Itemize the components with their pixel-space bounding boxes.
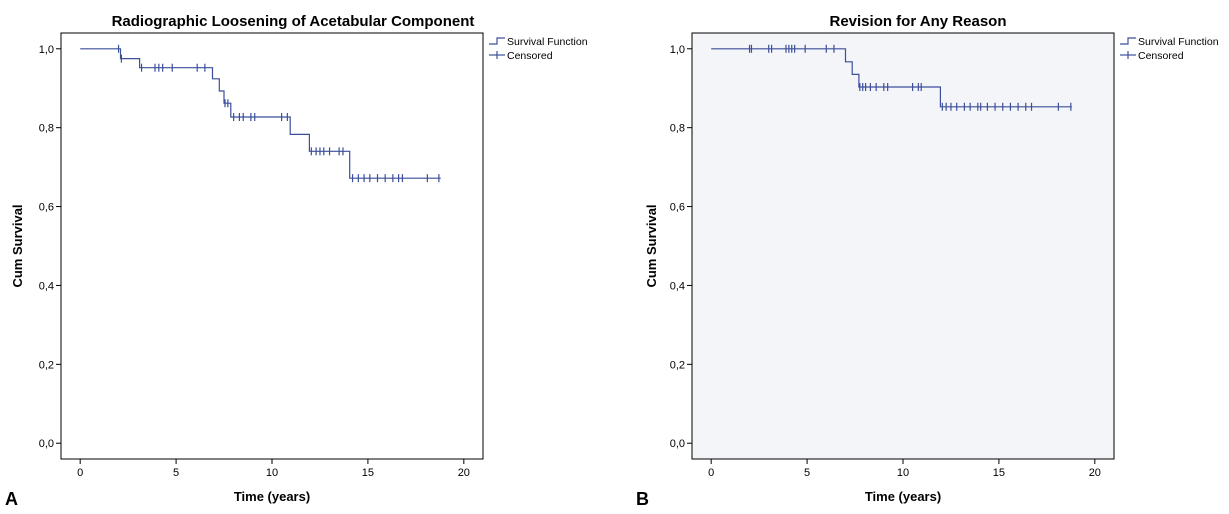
y-tick-label: 0,4: [670, 280, 685, 292]
y-tick-label: 0,4: [39, 280, 54, 292]
legend-censored-label: Censored: [1138, 50, 1184, 62]
legend-survival-swatch: [1120, 37, 1136, 45]
x-tick-label: 10: [897, 467, 909, 479]
y-axis-label: Cum Survival: [10, 204, 25, 287]
legend-survival-label: Survival Function: [1138, 36, 1219, 48]
x-tick-label: 0: [77, 467, 83, 479]
panel-label: B: [636, 489, 649, 509]
chart-title: Radiographic Loosening of Acetabular Com…: [112, 13, 475, 30]
chart-title: Revision for Any Reason: [830, 13, 1007, 30]
x-tick-label: 20: [1089, 467, 1101, 479]
survival-function-line: [80, 48, 441, 179]
y-tick-label: 0,0: [670, 438, 685, 450]
plot-area: [60, 32, 484, 460]
x-tick-label: 5: [804, 467, 810, 479]
legend: Survival Function Censored: [1120, 36, 1219, 62]
y-tick-label: 0,6: [39, 202, 54, 214]
y-tick-label: 0,2: [670, 359, 685, 371]
y-tick-label: 1,0: [670, 44, 685, 56]
y-tick-label: 0,8: [39, 123, 54, 135]
x-tick-label: 10: [266, 467, 278, 479]
y-axis-label: Cum Survival: [644, 204, 659, 287]
km-panel-a: Radiographic Loosening of Acetabular Com…: [5, 13, 588, 509]
plot-area: [691, 32, 1115, 460]
x-tick-label: 15: [362, 467, 374, 479]
y-tick-label: 0,0: [39, 438, 54, 450]
y-tick-label: 0,8: [670, 123, 685, 135]
y-tick-label: 1,0: [39, 44, 54, 56]
x-tick-label: 20: [458, 467, 470, 479]
survival-function-line: [711, 48, 1072, 108]
legend: Survival Function Censored: [489, 36, 588, 62]
x-tick-label: 15: [993, 467, 1005, 479]
legend-censored-label: Censored: [507, 50, 553, 62]
y-tick-label: 0,6: [670, 202, 685, 214]
legend-survival-swatch: [489, 37, 505, 45]
panel-label: A: [5, 489, 18, 509]
x-axis-label: Time (years): [234, 489, 310, 504]
x-axis-label: Time (years): [865, 489, 941, 504]
legend-survival-label: Survival Function: [507, 36, 588, 48]
km-panel-b: Revision for Any Reason B 0 5 10 15 20 0,0 0,2 0,…: [636, 13, 1219, 509]
y-tick-label: 0,2: [39, 359, 54, 371]
x-tick-label: 0: [708, 467, 714, 479]
x-tick-label: 5: [173, 467, 179, 479]
